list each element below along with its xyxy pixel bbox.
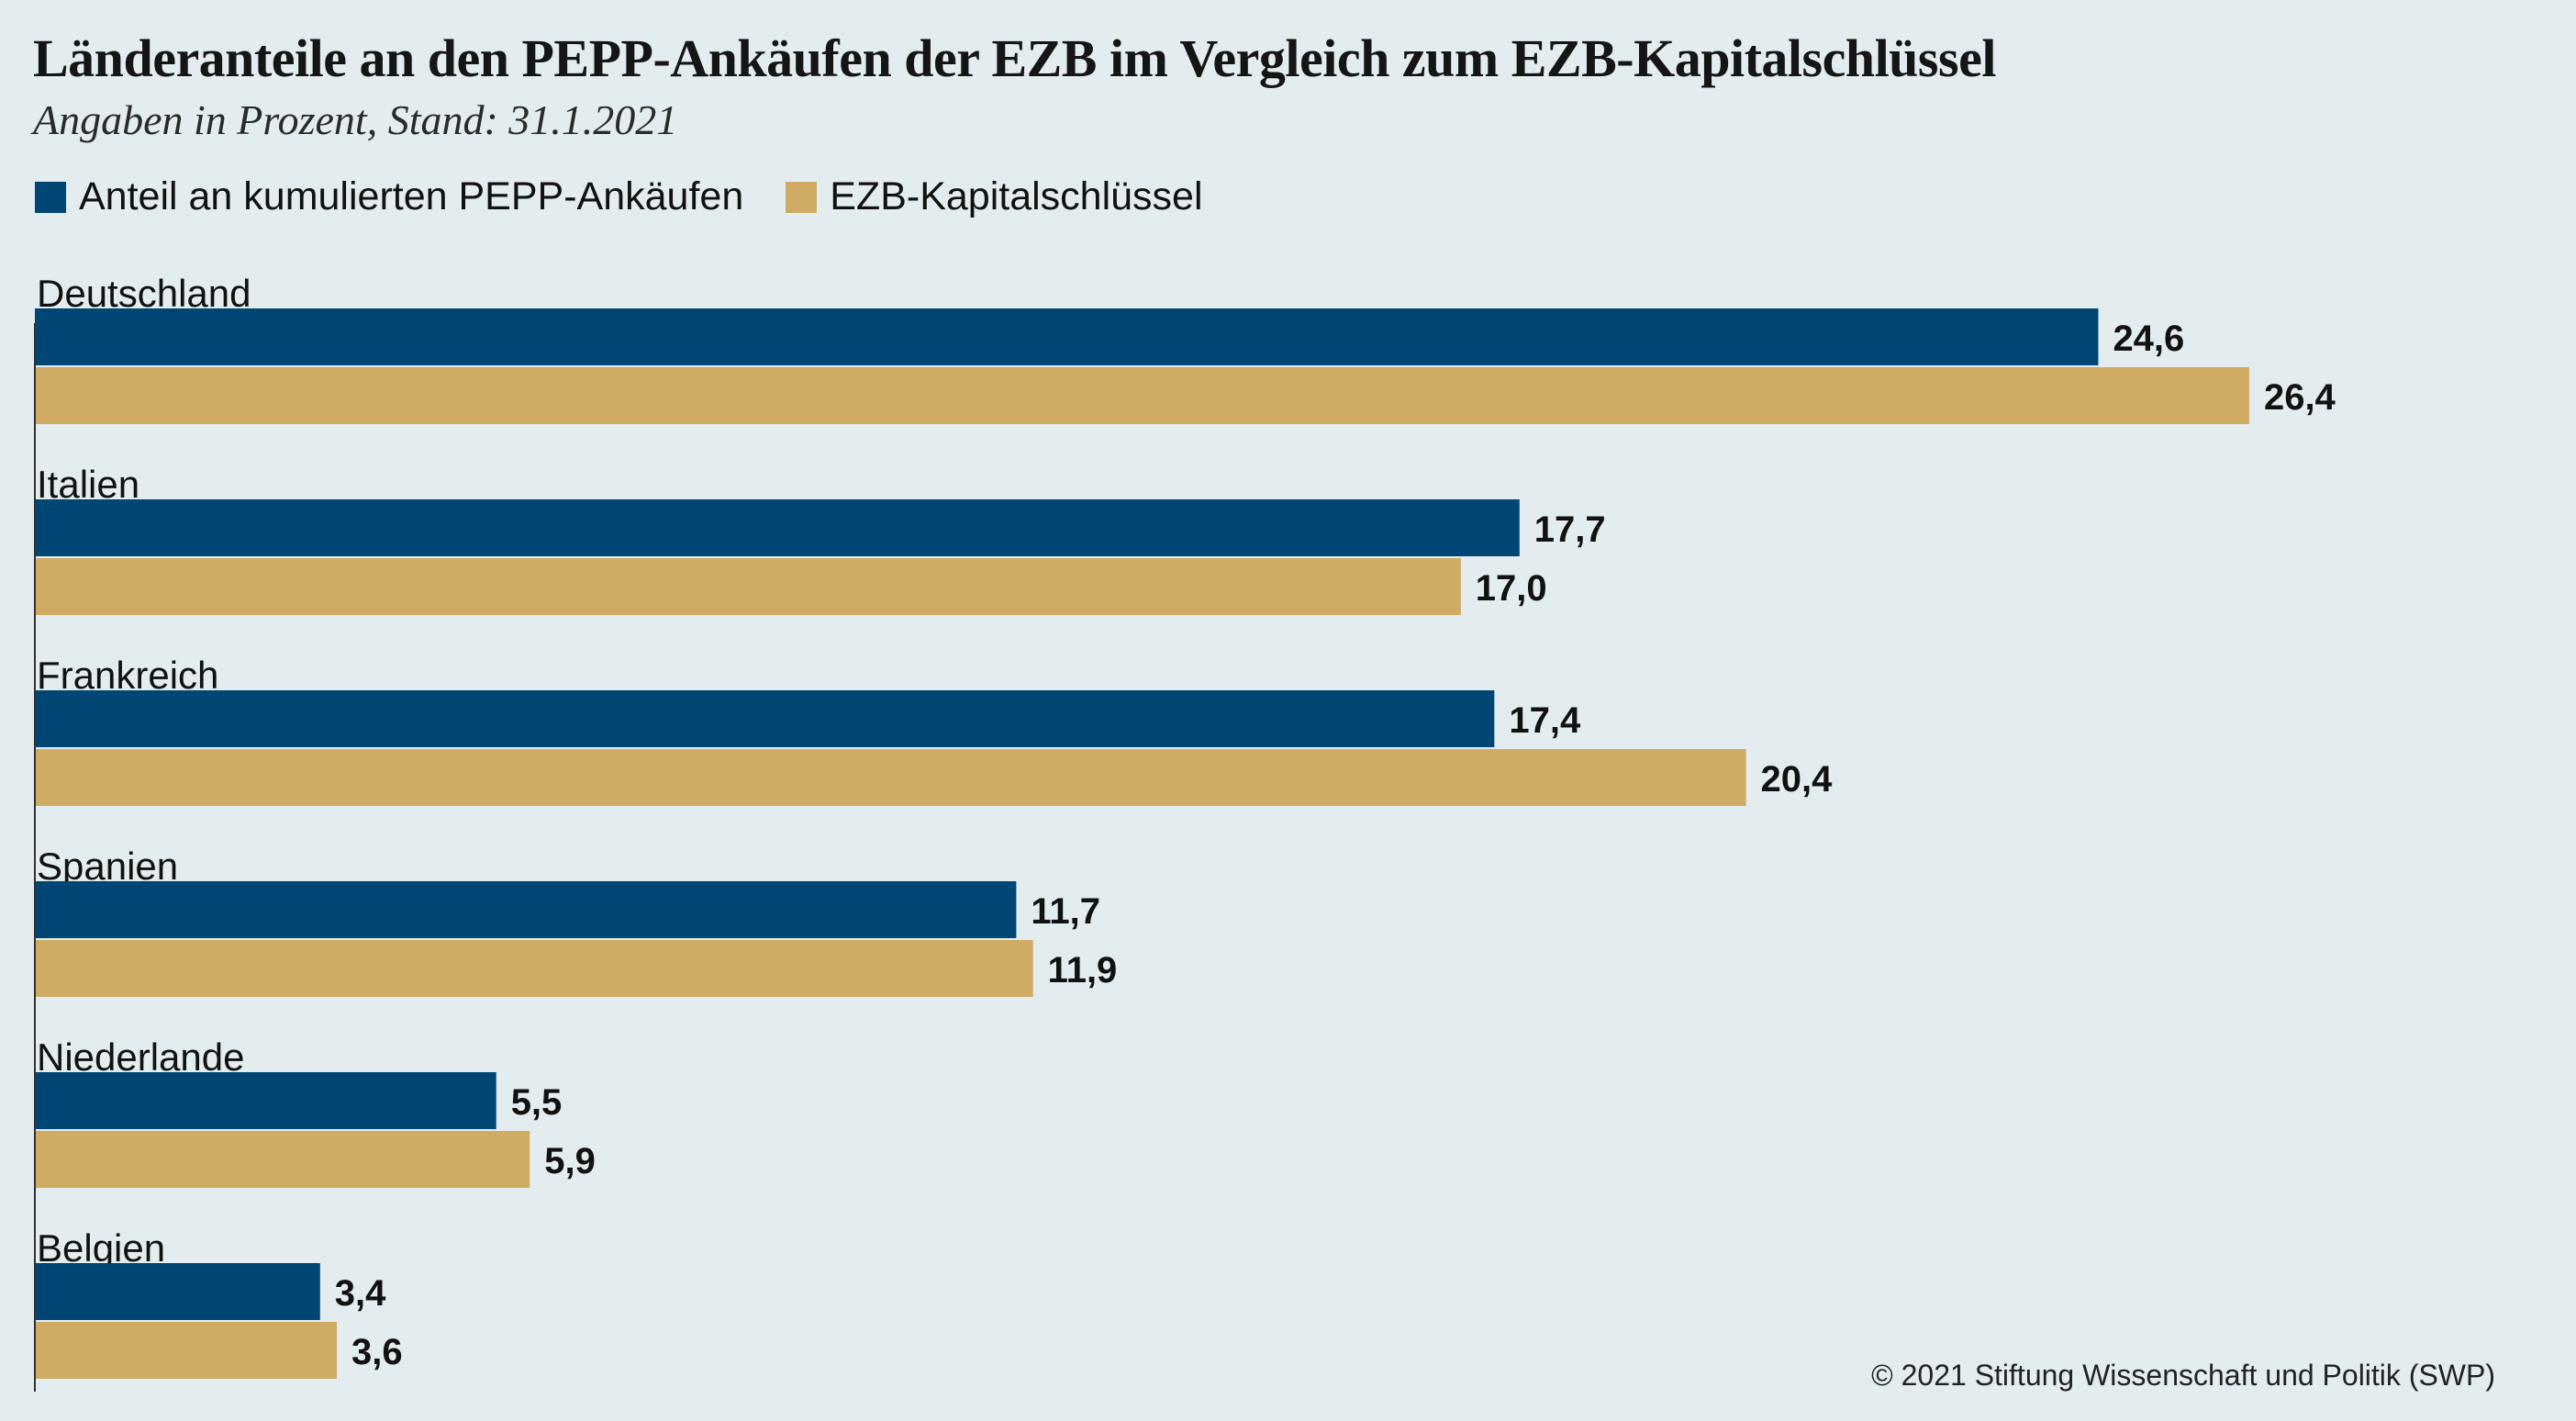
category-label-spanien: Spanien <box>37 845 178 888</box>
bar-key-belgien <box>35 1322 338 1379</box>
legend-swatch-key <box>786 181 818 213</box>
bar-pepp-frankreich <box>35 690 1495 747</box>
legend-item-pepp: Anteil an kumulierten PEPP-Ankäufen <box>35 174 743 219</box>
legend-label-key: EZB-Kapitalschlüssel <box>830 174 1203 218</box>
bar-key-deutschland <box>35 367 2249 424</box>
value-label-key-niederlande: 5,9 <box>544 1141 596 1181</box>
legend-label-pepp: Anteil an kumulierten PEPP-Ankäufen <box>79 174 744 218</box>
value-label-key-deutschland: 26,4 <box>2264 377 2336 418</box>
chart-subtitle: Angaben in Prozent, Stand: 31.1.2021 <box>33 96 678 143</box>
legend: Anteil an kumulierten PEPP-Ankäufen EZB-… <box>35 174 1245 219</box>
category-label-frankreich: Frankreich <box>37 654 218 697</box>
bar-key-niederlande <box>35 1131 530 1188</box>
value-label-key-belgien: 3,6 <box>351 1332 403 1372</box>
category-label-deutschland: Deutschland <box>37 272 251 315</box>
bar-key-italien <box>35 558 1461 615</box>
chart-title: Länderanteile an den PEPP-Ankäufen der E… <box>33 28 1996 88</box>
bar-pepp-italien <box>35 499 1520 556</box>
category-label-italien: Italien <box>37 463 139 506</box>
legend-swatch-pepp <box>35 181 66 213</box>
category-label-niederlande: Niederlande <box>37 1035 245 1079</box>
value-label-key-spanien: 11,9 <box>1048 950 1118 990</box>
bar-key-frankreich <box>35 749 1746 806</box>
value-label-pepp-italien: 17,7 <box>1534 509 1606 550</box>
value-label-pepp-deutschland: 24,6 <box>2113 319 2184 359</box>
bar-key-spanien <box>35 940 1033 997</box>
value-label-key-frankreich: 20,4 <box>1761 759 1834 800</box>
value-label-pepp-belgien: 3,4 <box>335 1273 386 1314</box>
bar-pepp-niederlande <box>35 1072 496 1129</box>
category-label-belgien: Belgien <box>37 1226 165 1270</box>
value-label-pepp-frankreich: 17,4 <box>1509 700 1581 741</box>
value-label-pepp-spanien: 11,7 <box>1031 891 1100 932</box>
bar-pepp-spanien <box>35 881 1017 938</box>
value-label-key-italien: 17,0 <box>1476 568 1547 609</box>
source-note: © 2021 Stiftung Wissenschaft und Politik… <box>1871 1359 2495 1392</box>
legend-item-key: EZB-Kapitalschlüssel <box>786 174 1203 219</box>
bar-pepp-belgien <box>35 1263 320 1320</box>
bar-pepp-deutschland <box>35 308 2099 365</box>
value-label-pepp-niederlande: 5,5 <box>511 1082 563 1123</box>
